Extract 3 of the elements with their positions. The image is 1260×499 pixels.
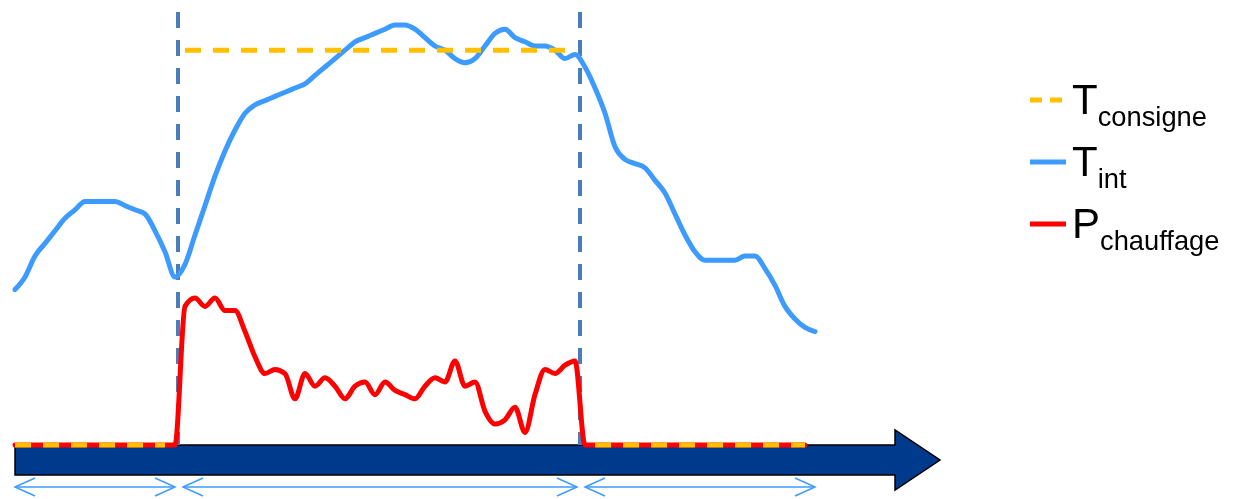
legend-label: T$_{int}$ — [1072, 138, 1127, 195]
legend-label: P$_{chauffage}$ — [1072, 200, 1220, 257]
legend-label: T$_{consigne}$ — [1072, 76, 1207, 133]
